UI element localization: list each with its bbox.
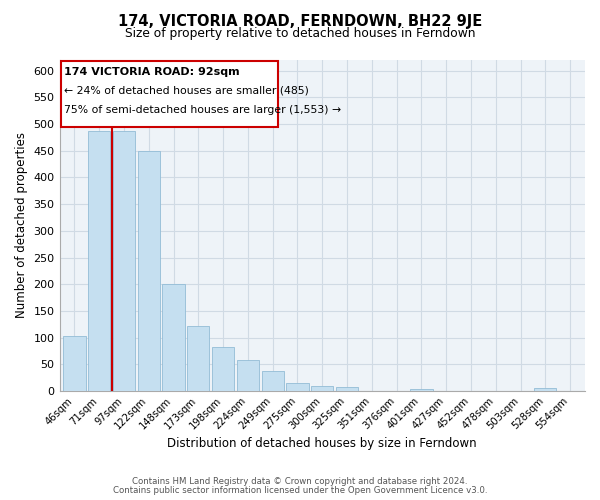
Bar — [237, 360, 259, 391]
FancyBboxPatch shape — [61, 61, 278, 126]
Text: 174 VICTORIA ROAD: 92sqm: 174 VICTORIA ROAD: 92sqm — [64, 66, 240, 76]
Bar — [410, 390, 433, 391]
Bar — [212, 347, 234, 391]
Bar — [311, 386, 334, 391]
Text: Contains public sector information licensed under the Open Government Licence v3: Contains public sector information licen… — [113, 486, 487, 495]
Bar — [187, 326, 209, 391]
Text: Contains HM Land Registry data © Crown copyright and database right 2024.: Contains HM Land Registry data © Crown c… — [132, 477, 468, 486]
Text: 174, VICTORIA ROAD, FERNDOWN, BH22 9JE: 174, VICTORIA ROAD, FERNDOWN, BH22 9JE — [118, 14, 482, 29]
Bar — [137, 150, 160, 391]
Y-axis label: Number of detached properties: Number of detached properties — [15, 132, 28, 318]
Bar — [262, 370, 284, 391]
Text: 75% of semi-detached houses are larger (1,553) →: 75% of semi-detached houses are larger (… — [64, 105, 341, 115]
Bar — [63, 336, 86, 391]
X-axis label: Distribution of detached houses by size in Ferndown: Distribution of detached houses by size … — [167, 437, 477, 450]
Bar — [88, 131, 110, 391]
Text: Size of property relative to detached houses in Ferndown: Size of property relative to detached ho… — [125, 28, 475, 40]
Bar — [286, 383, 308, 391]
Bar — [163, 284, 185, 391]
Text: ← 24% of detached houses are smaller (485): ← 24% of detached houses are smaller (48… — [64, 86, 310, 96]
Bar — [336, 386, 358, 391]
Bar — [113, 131, 135, 391]
Bar — [534, 388, 556, 391]
